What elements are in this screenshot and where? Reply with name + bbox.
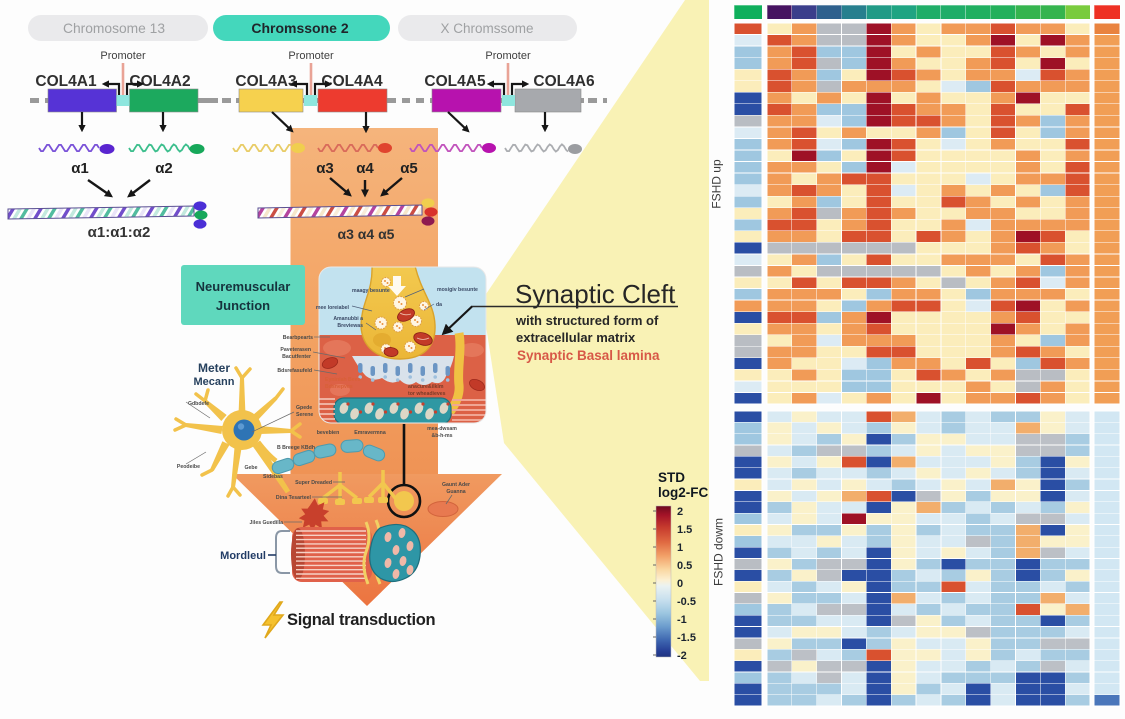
svg-text:α4: α4	[356, 160, 374, 177]
svg-text:Paveterasen: Paveterasen	[280, 347, 311, 353]
svg-text:FSHD dowm: FSHD dowm	[712, 518, 726, 586]
svg-text:Synaptic Cleft: Synaptic Cleft	[515, 279, 676, 309]
svg-text:Bdsnepves: Bdsnepves	[325, 384, 353, 390]
svg-text:1.5: 1.5	[677, 524, 692, 536]
svg-text:bevebien: bevebien	[317, 430, 340, 436]
svg-text:-2: -2	[677, 650, 687, 662]
svg-text:FSHD up: FSHD up	[710, 159, 724, 209]
svg-text:Neuremuscular: Neuremuscular	[196, 279, 291, 294]
svg-text:α3: α3	[316, 160, 334, 177]
svg-text:α3 α4 α5: α3 α4 α5	[338, 226, 395, 242]
svg-text:Signal transduction: Signal transduction	[287, 611, 436, 629]
svg-text:Serene: Serene	[296, 412, 313, 418]
svg-text:tor wheadieves: tor wheadieves	[408, 391, 446, 397]
svg-text:Bacutfenter: Bacutfenter	[282, 354, 311, 360]
svg-text:&b-h-ms: &b-h-ms	[431, 433, 452, 439]
svg-text:Gebe: Gebe	[245, 465, 258, 471]
svg-text:-0.5: -0.5	[677, 596, 696, 608]
svg-text:Chromssone 2: Chromssone 2	[251, 20, 348, 36]
svg-text:-1: -1	[677, 614, 687, 626]
svg-text:COL4A1: COL4A1	[35, 73, 97, 90]
svg-text:Promoter: Promoter	[100, 50, 146, 62]
svg-text:anacure&ilklm: anacure&ilklm	[408, 384, 444, 390]
svg-text:1: 1	[677, 542, 683, 554]
svg-text:Chromosome 13: Chromosome 13	[63, 21, 165, 36]
svg-text:α1:α1:α2: α1:α1:α2	[88, 224, 151, 241]
svg-text:Gaunt Ader: Gaunt Ader	[442, 482, 470, 488]
svg-text:Mordleul: Mordleul	[220, 550, 266, 562]
svg-text:Amanubbi a: Amanubbi a	[333, 316, 363, 322]
svg-text:COL4A2: COL4A2	[129, 73, 190, 90]
svg-text:Junction: Junction	[216, 298, 270, 313]
svg-text:COL4A6: COL4A6	[533, 73, 595, 90]
svg-text:Jiles Guedilla: Jiles Guedilla	[250, 520, 284, 526]
svg-text:X Chromssome: X Chromssome	[440, 21, 533, 36]
svg-text:Sidebas: Sidebas	[263, 474, 283, 480]
svg-text:mosigiv besunte: mosigiv besunte	[437, 287, 478, 293]
svg-text:maagy besunte: maagy besunte	[352, 288, 390, 294]
svg-text:Breviewas: Breviewas	[337, 323, 363, 329]
svg-text:0.5: 0.5	[677, 560, 692, 572]
svg-text:COL4A4: COL4A4	[321, 73, 383, 90]
svg-text:α1: α1	[71, 160, 89, 177]
svg-text:Peodeibe: Peodeibe	[177, 464, 200, 470]
svg-text:Super Dreaded: Super Dreaded	[295, 480, 332, 486]
svg-text:Bearbpearts: Bearbpearts	[283, 335, 313, 341]
svg-text:Meter: Meter	[198, 361, 230, 375]
svg-text:COL4A5: COL4A5	[424, 73, 486, 90]
svg-text:B Breege KBdh: B Breege KBdh	[277, 445, 315, 451]
svg-text:-1.5: -1.5	[677, 632, 696, 644]
svg-text:mea-dwsam: mea-dwsam	[427, 426, 457, 432]
svg-text:Synaptic Basal lamina: Synaptic Basal lamina	[517, 348, 660, 363]
svg-text:with structured form of: with structured form of	[515, 313, 659, 328]
svg-text:α2: α2	[155, 160, 173, 177]
svg-text:Promoter: Promoter	[288, 50, 334, 62]
svg-text:Guanna: Guanna	[446, 489, 465, 495]
svg-text:mee loreiabel: mee loreiabel	[316, 305, 350, 311]
svg-text:STD: STD	[658, 470, 685, 485]
svg-text:Dina Tesarteel: Dina Tesarteel	[276, 495, 312, 501]
svg-text:Mecann: Mecann	[194, 376, 235, 388]
svg-text:da: da	[436, 302, 442, 308]
svg-text:Gpede: Gpede	[296, 405, 312, 411]
svg-text:Promoter: Promoter	[485, 50, 531, 62]
svg-text:Eyniniah Bees: Eyniniah Bees	[325, 377, 361, 383]
svg-text:α5: α5	[400, 160, 418, 177]
svg-text:Bdsrefasufeld: Bdsrefasufeld	[277, 368, 312, 374]
svg-text:Gdbdefe: Gdbdefe	[188, 401, 209, 407]
svg-text:log2-FC: log2-FC	[658, 485, 708, 500]
svg-text:2: 2	[677, 506, 683, 518]
svg-text:Emravermna: Emravermna	[354, 430, 386, 436]
svg-text:extracellular matrix: extracellular matrix	[516, 330, 636, 345]
svg-text:0: 0	[677, 578, 683, 590]
svg-text:COL4A3: COL4A3	[235, 73, 297, 90]
